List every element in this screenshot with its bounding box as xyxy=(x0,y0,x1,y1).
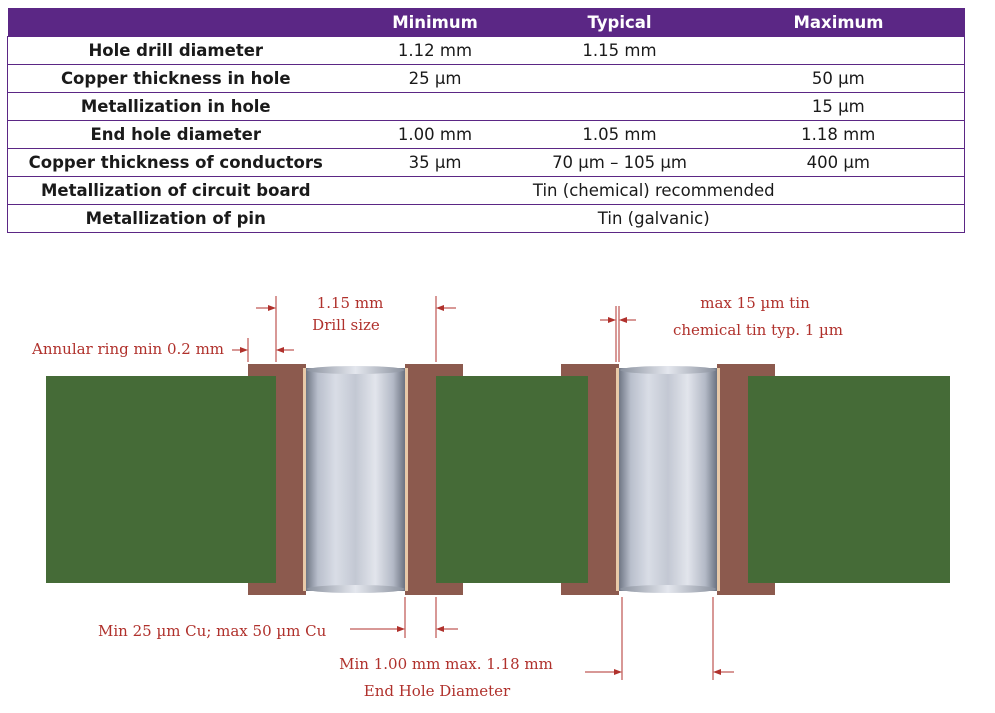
table-row: Metallization in hole 15 µm xyxy=(7,92,965,121)
table-row: End hole diameter 1.00 mm 1.05 mm 1.18 m… xyxy=(7,120,965,149)
cell-typ: 1.05 mm xyxy=(526,120,713,149)
tin-max-label: max 15 µm tin xyxy=(700,294,810,312)
drill-size-value: 1.15 mm xyxy=(317,294,384,312)
header-maximum: Maximum xyxy=(712,8,965,37)
plated-hole-1 xyxy=(248,364,463,595)
annular-ring-label: Annular ring min 0.2 mm xyxy=(31,340,224,358)
table-row: Copper thickness in hole 25 µm 50 µm xyxy=(7,64,965,93)
row-label: End hole diameter xyxy=(7,120,344,149)
table-row: Metallization of circuit board Tin (chem… xyxy=(7,176,965,205)
board-segment-middle xyxy=(436,376,588,583)
end-hole-range-label: Min 1.00 mm max. 1.18 mm xyxy=(339,655,553,673)
board-segment-right xyxy=(748,376,950,583)
cell-min xyxy=(343,92,527,121)
header-empty xyxy=(7,8,344,37)
header-typical: Typical xyxy=(526,8,713,37)
table-row: Metallization of pin Tin (galvanic) xyxy=(7,204,965,233)
cell-max: 1.18 mm xyxy=(712,120,965,149)
cell-merged: Tin (galvanic) xyxy=(343,204,965,233)
specification-table: Minimum Typical Maximum Hole drill diame… xyxy=(7,8,965,233)
cell-max xyxy=(712,36,965,65)
end-hole-diameter-label: End Hole Diameter xyxy=(364,682,511,700)
plated-hole-diagram: 1.15 mm Drill size Annular ring min 0.2 … xyxy=(31,294,950,700)
row-label: Metallization of pin xyxy=(7,204,344,233)
cell-typ: 1.15 mm xyxy=(526,36,713,65)
cell-merged: Tin (chemical) recommended xyxy=(343,176,965,205)
table-row: Hole drill diameter 1.12 mm 1.15 mm xyxy=(7,36,965,65)
table-header-row: Minimum Typical Maximum xyxy=(7,8,965,37)
cell-typ: 70 µm – 105 µm xyxy=(526,148,713,177)
cell-min: 25 µm xyxy=(343,64,527,93)
cell-typ xyxy=(526,64,713,93)
row-label: Metallization in hole xyxy=(7,92,344,121)
cell-max: 15 µm xyxy=(712,92,965,121)
row-label: Copper thickness of conductors xyxy=(7,148,344,177)
drill-size-label: Drill size xyxy=(312,316,380,334)
pin-cylinder xyxy=(619,368,717,591)
tin-typ-label: chemical tin typ. 1 µm xyxy=(673,321,843,339)
cell-max: 400 µm xyxy=(712,148,965,177)
table-row: Copper thickness of conductors 35 µm 70 … xyxy=(7,148,965,177)
cell-min: 1.12 mm xyxy=(343,36,527,65)
header-minimum: Minimum xyxy=(343,8,527,37)
row-label: Metallization of circuit board xyxy=(7,176,344,205)
copper-plating-label: Min 25 µm Cu; max 50 µm Cu xyxy=(98,622,327,640)
cell-typ xyxy=(526,92,713,121)
cell-min: 35 µm xyxy=(343,148,527,177)
dimension-lines xyxy=(232,296,734,680)
row-label: Hole drill diameter xyxy=(7,36,344,65)
pin-cylinder xyxy=(306,368,405,591)
board-segment-left xyxy=(46,376,276,583)
plated-hole-2 xyxy=(561,364,775,595)
cell-min: 1.00 mm xyxy=(343,120,527,149)
row-label: Copper thickness in hole xyxy=(7,64,344,93)
cell-max: 50 µm xyxy=(712,64,965,93)
